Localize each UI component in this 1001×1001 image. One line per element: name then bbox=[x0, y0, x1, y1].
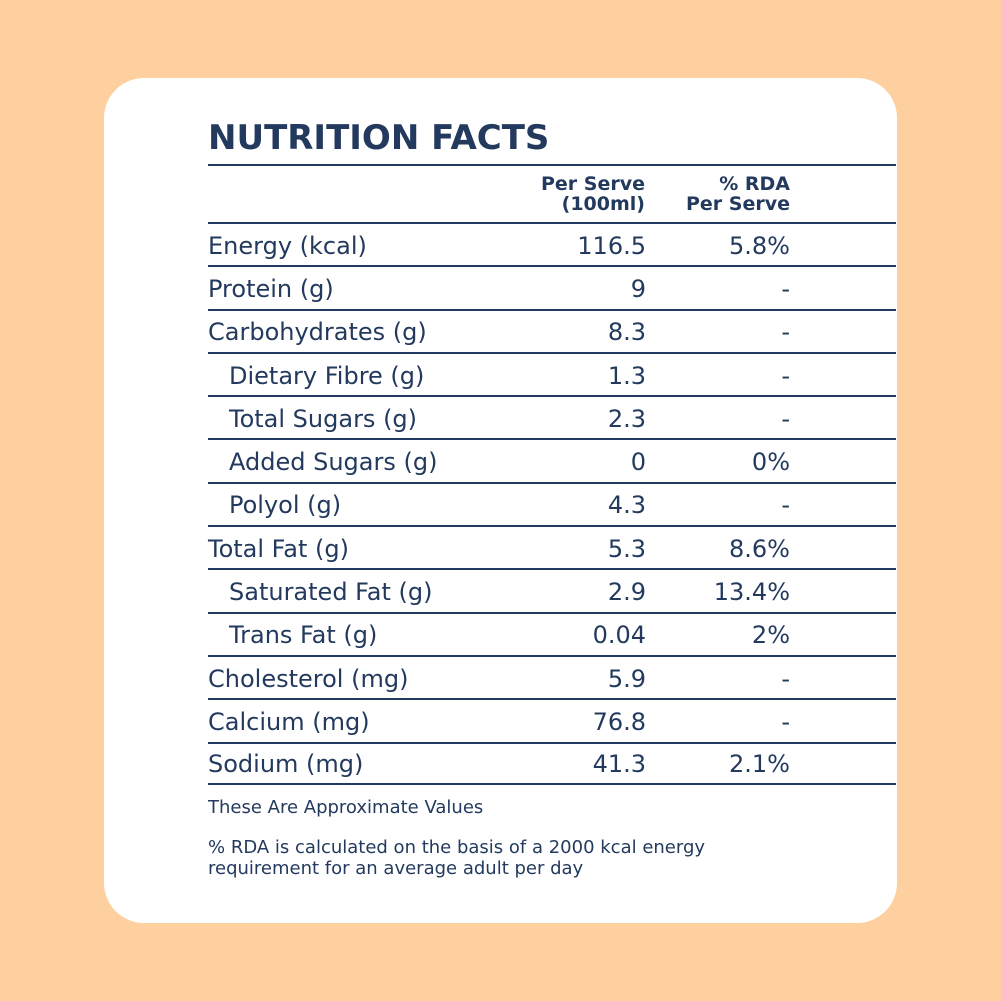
rda-value: - bbox=[781, 707, 790, 736]
nutrient-name: Calcium (mg) bbox=[208, 707, 370, 736]
nutrient-name: Polyol (g) bbox=[229, 491, 342, 520]
per-serve-value: 4.3 bbox=[607, 491, 646, 520]
table-row: Total Sugars (g) 2.3 - bbox=[208, 395, 896, 438]
header-rda-line2: Per Serve bbox=[685, 193, 790, 215]
header-rda-line1: % RDA bbox=[719, 173, 790, 195]
rda-value: - bbox=[781, 361, 790, 390]
rda-value: 13.4% bbox=[713, 578, 790, 607]
header-nutrient-column bbox=[208, 193, 538, 195]
rda-value: 0% bbox=[751, 448, 790, 477]
table-row: Polyol (g) 4.3 - bbox=[208, 481, 896, 525]
table-row: Calcium (mg) 76.8 - bbox=[208, 698, 896, 741]
table-header: Per Serve (100ml) % RDA Per Serve bbox=[208, 164, 896, 222]
rda-value: - bbox=[781, 318, 790, 347]
table-row: Protein (g) 9 - bbox=[208, 265, 896, 308]
per-serve-value: 0.04 bbox=[592, 621, 646, 650]
nutrient-name: Saturated Fat (g) bbox=[229, 578, 433, 607]
nutrient-name: Energy (kcal) bbox=[208, 231, 367, 260]
table-row: Trans Fat (g) 0.04 2% bbox=[208, 611, 896, 655]
table-row: Dietary Fibre (g) 1.3 - bbox=[208, 351, 896, 395]
nutrient-name: Dietary Fibre (g) bbox=[229, 361, 425, 390]
rda-value: - bbox=[781, 274, 790, 303]
rda-value: - bbox=[781, 664, 790, 693]
rda-value: 8.6% bbox=[729, 534, 790, 563]
header-per-serve-line2: (100ml) bbox=[561, 193, 645, 215]
nutrient-name: Carbohydrates (g) bbox=[208, 318, 427, 347]
nutrition-table: Per Serve (100ml) % RDA Per Serve Energy… bbox=[208, 164, 896, 785]
rda-value: 5.8% bbox=[729, 231, 790, 260]
per-serve-value: 2.9 bbox=[607, 578, 646, 607]
rda-value: - bbox=[781, 404, 790, 433]
nutrient-name: Protein (g) bbox=[208, 274, 334, 303]
nutrient-name: Added Sugars (g) bbox=[229, 448, 438, 477]
nutrient-name: Total Sugars (g) bbox=[229, 404, 418, 433]
table-row: Cholesterol (mg) 5.9 - bbox=[208, 654, 896, 698]
header-per-serve: Per Serve (100ml) bbox=[515, 174, 645, 214]
per-serve-value: 76.8 bbox=[592, 707, 646, 736]
per-serve-value: 0 bbox=[630, 448, 646, 477]
table-row: Added Sugars (g) 0 0% bbox=[208, 438, 896, 481]
per-serve-value: 5.3 bbox=[607, 534, 646, 563]
rda-value: 2% bbox=[751, 621, 790, 650]
nutrition-panel: NUTRITION FACTS Per Serve (100ml) % RDA … bbox=[208, 118, 896, 879]
per-serve-value: 1.3 bbox=[607, 361, 646, 390]
page-title: NUTRITION FACTS bbox=[208, 118, 550, 158]
nutrient-name: Cholesterol (mg) bbox=[208, 664, 409, 693]
approximate-values-note: These Are Approximate Values bbox=[208, 796, 484, 818]
rda-basis-note: % RDA is calculated on the basis of a 20… bbox=[208, 836, 706, 879]
per-serve-value: 41.3 bbox=[592, 750, 646, 779]
per-serve-value: 116.5 bbox=[577, 231, 646, 260]
nutrient-name: Total Fat (g) bbox=[208, 534, 349, 563]
nutrient-name: Sodium (mg) bbox=[208, 750, 364, 779]
rda-value: - bbox=[781, 491, 790, 520]
rda-value: 2.1% bbox=[729, 750, 790, 779]
per-serve-value: 8.3 bbox=[607, 318, 646, 347]
table-row: Saturated Fat (g) 2.9 13.4% bbox=[208, 568, 896, 611]
header-per-serve-line1: Per Serve bbox=[540, 173, 645, 195]
table-row: Total Fat (g) 5.3 8.6% bbox=[208, 525, 896, 568]
header-rda: % RDA Per Serve bbox=[650, 174, 790, 214]
per-serve-value: 9 bbox=[630, 274, 646, 303]
per-serve-value: 2.3 bbox=[607, 404, 646, 433]
table-row: Carbohydrates (g) 8.3 - bbox=[208, 308, 896, 352]
nutrition-card: NUTRITION FACTS Per Serve (100ml) % RDA … bbox=[104, 78, 897, 923]
per-serve-value: 5.9 bbox=[607, 664, 646, 693]
table-row: Sodium (mg) 41.3 2.1% bbox=[208, 741, 896, 785]
table-row: Energy (kcal) 116.5 5.8% bbox=[208, 222, 896, 265]
nutrient-name: Trans Fat (g) bbox=[229, 621, 378, 650]
